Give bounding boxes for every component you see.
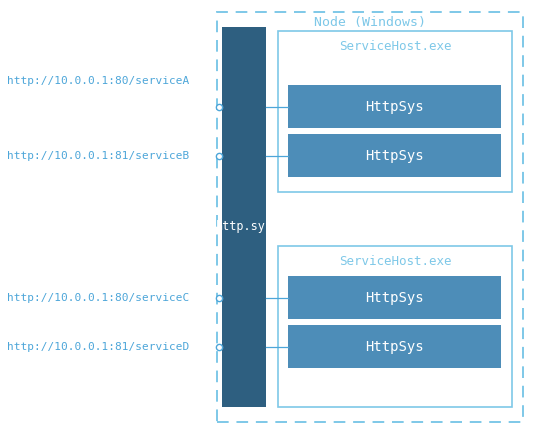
Text: ServiceHost.exe: ServiceHost.exe: [339, 254, 452, 268]
Bar: [288, 325, 501, 368]
Text: HttpSys: HttpSys: [365, 99, 424, 114]
Text: http.sys: http.sys: [216, 220, 272, 233]
Bar: [217, 12, 523, 422]
Bar: [288, 134, 501, 178]
Text: http://10.0.0.1:80/serviceA: http://10.0.0.1:80/serviceA: [7, 76, 189, 86]
Text: HttpSys: HttpSys: [365, 291, 424, 305]
Text: http://10.0.0.1:81/serviceD: http://10.0.0.1:81/serviceD: [7, 342, 189, 352]
Text: HttpSys: HttpSys: [365, 149, 424, 163]
Text: HttpSys: HttpSys: [365, 340, 424, 354]
Text: http://10.0.0.1:81/serviceB: http://10.0.0.1:81/serviceB: [7, 151, 189, 161]
Text: Node (Windows): Node (Windows): [314, 16, 426, 29]
Bar: [278, 32, 513, 192]
Text: ServiceHost.exe: ServiceHost.exe: [339, 40, 452, 53]
Bar: [288, 276, 501, 319]
Bar: [278, 246, 513, 407]
Bar: [222, 27, 266, 407]
Bar: [288, 85, 501, 128]
Text: http://10.0.0.1:80/serviceC: http://10.0.0.1:80/serviceC: [7, 292, 189, 302]
